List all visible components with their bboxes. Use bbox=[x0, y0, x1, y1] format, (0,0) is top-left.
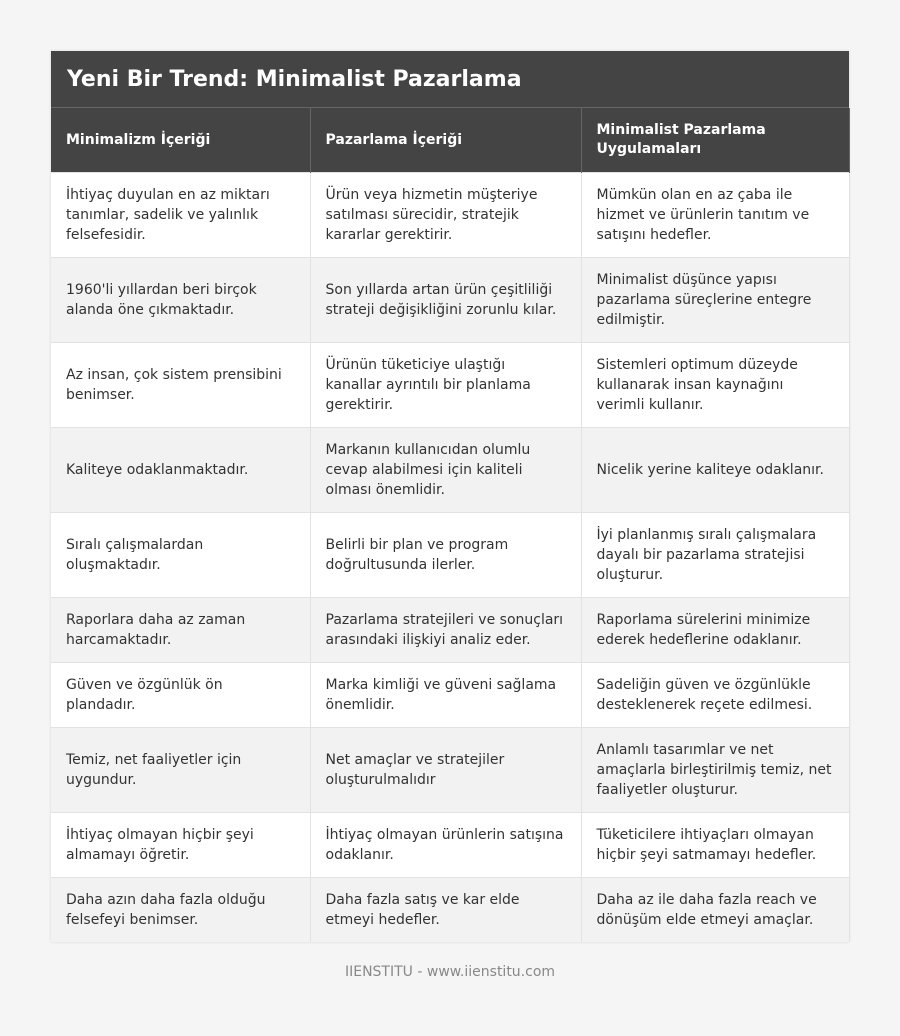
table-row: Güven ve özgünlük ön plandadır. Marka kim… bbox=[51, 662, 850, 728]
table-title: Yeni Bir Trend: Minimalist Pazarlama bbox=[51, 51, 849, 108]
table-cell: Anlamlı tasarımlar ve net amaçlarla birl… bbox=[581, 727, 850, 813]
table-cell: Ürün veya hizmetin müşteriye satılması s… bbox=[310, 172, 582, 258]
table-cell: Tüketicilere ihtiyaçları olmayan hiçbir … bbox=[581, 812, 850, 878]
table-cell: Nicelik yerine kaliteye odaklanır. bbox=[581, 427, 850, 513]
table-cell: 1960'li yıllardan beri birçok alanda öne… bbox=[51, 257, 311, 343]
table-row: Raporlara daha az zaman harcamaktadır. Pa… bbox=[51, 597, 850, 663]
table-cell: İhtiyaç olmayan hiçbir şeyi almamayı öğr… bbox=[51, 812, 311, 878]
column-header: Minimalist Pazarlama Uygulamaları bbox=[581, 108, 850, 173]
table-cell: Marka kimliği ve güveni sağlama önemlidi… bbox=[310, 662, 582, 728]
table-cell: İhtiyaç olmayan ürünlerin satışına odakl… bbox=[310, 812, 582, 878]
table-cell: Sistemleri optimum düzeyde kullanarak in… bbox=[581, 342, 850, 428]
table-row: Daha azın daha fazla olduğu felsefeyi be… bbox=[51, 877, 850, 942]
table-row: Temiz, net faaliyetler için uygundur. Net… bbox=[51, 727, 850, 813]
table-row: 1960'li yıllardan beri birçok alanda öne… bbox=[51, 257, 850, 343]
table-row: İhtiyaç olmayan hiçbir şeyi almamayı öğr… bbox=[51, 812, 850, 878]
table-cell: Markanın kullanıcıdan olumlu cevap alabi… bbox=[310, 427, 582, 513]
table-cell: Mümkün olan en az çaba ile hizmet ve ürü… bbox=[581, 172, 850, 258]
table-row: Az insan, çok sistem prensibini benimser… bbox=[51, 342, 850, 428]
table-cell: Raporlara daha az zaman harcamaktadır. bbox=[51, 597, 311, 663]
table-cell: Sıralı çalışmalardan oluşmaktadır. bbox=[51, 512, 311, 598]
table-cell: Raporlama sürelerini minimize ederek hed… bbox=[581, 597, 850, 663]
table-cell: Ürünün tüketiciye ulaştığı kanallar ayrı… bbox=[310, 342, 582, 428]
table-cell: Net amaçlar ve stratejiler oluşturulmalı… bbox=[310, 727, 582, 813]
table-cell: Belirli bir plan ve program doğrultusund… bbox=[310, 512, 582, 598]
table-cell: Daha az ile daha fazla reach ve dönüşüm … bbox=[581, 877, 850, 942]
table-row: İhtiyaç duyulan en az miktarı tanımlar, … bbox=[51, 172, 850, 258]
header-row: Minimalizm İçeriği Pazarlama İçeriği Minim… bbox=[51, 108, 850, 173]
table-cell: Minimalist düşünce yapısı pazarlama süre… bbox=[581, 257, 850, 343]
table-row: Sıralı çalışmalardan oluşmaktadır. Belirl… bbox=[51, 512, 850, 598]
table-cell: Son yıllarda artan ürün çeşitliliği stra… bbox=[310, 257, 582, 343]
footer: IIENSTITU - www.iienstitu.com bbox=[344, 964, 556, 980]
column-header: Minimalizm İçeriği bbox=[51, 108, 311, 173]
table-row: Kaliteye odaklanmaktadır. Markanın kullan… bbox=[51, 427, 850, 513]
table: Minimalizm İçeriği Pazarlama İçeriği Minim… bbox=[51, 108, 850, 942]
table-cell: Pazarlama stratejileri ve sonuçları aras… bbox=[310, 597, 582, 663]
table-cell: Daha azın daha fazla olduğu felsefeyi be… bbox=[51, 877, 311, 942]
table-cell: Güven ve özgünlük ön plandadır. bbox=[51, 662, 311, 728]
table-cell: İhtiyaç duyulan en az miktarı tanımlar, … bbox=[51, 172, 311, 258]
table-cell: İyi planlanmış sıralı çalışmalara dayalı… bbox=[581, 512, 850, 598]
table-cell: Az insan, çok sistem prensibini benimser… bbox=[51, 342, 311, 428]
table-cell: Daha fazla satış ve kar elde etmeyi hede… bbox=[310, 877, 582, 942]
table-cell: Kaliteye odaklanmaktadır. bbox=[51, 427, 311, 513]
table-cell: Sadeliğin güven ve özgünlükle desteklene… bbox=[581, 662, 850, 728]
table-card: Yeni Bir Trend: Minimalist Pazarlama Min… bbox=[51, 51, 850, 942]
column-header: Pazarlama İçeriği bbox=[310, 108, 582, 173]
table-cell: Temiz, net faaliyetler için uygundur. bbox=[51, 727, 311, 813]
